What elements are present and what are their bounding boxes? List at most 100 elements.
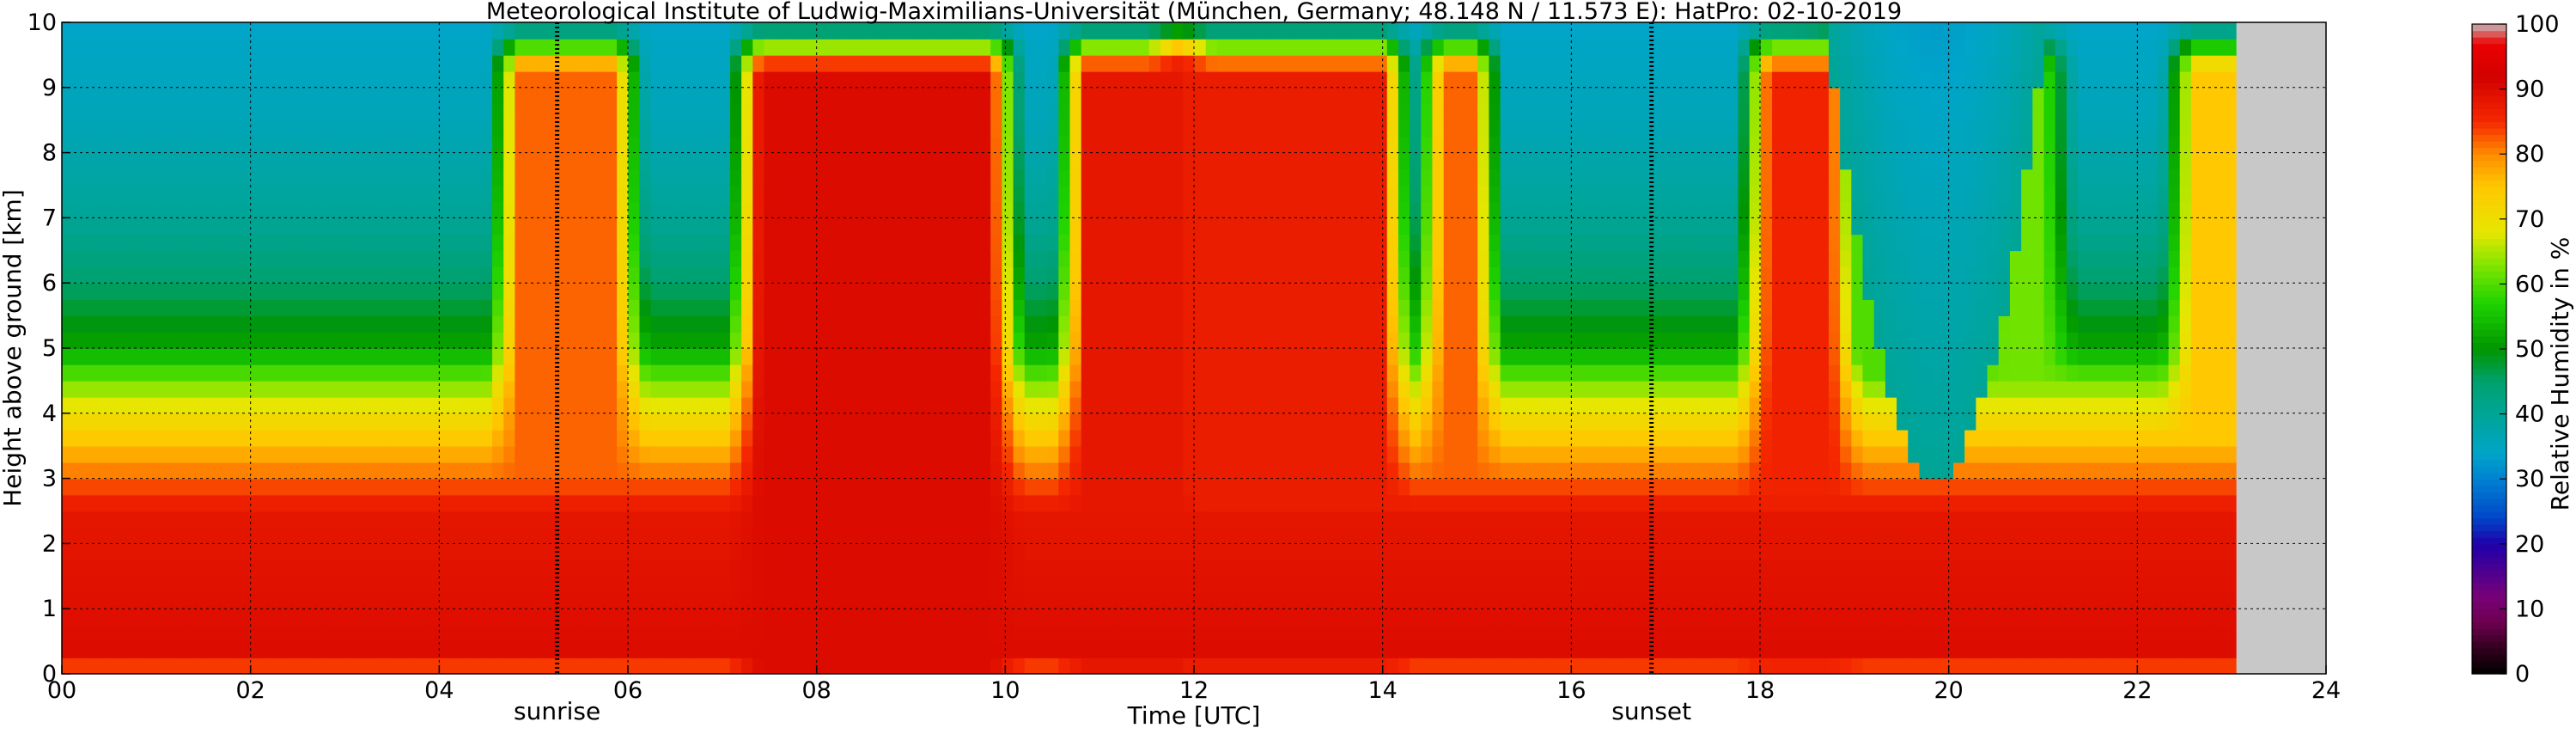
heatmap-cell (1069, 543, 1082, 561)
heatmap-cell (1273, 641, 1286, 658)
heatmap-cell (752, 217, 765, 235)
heatmap-cell (322, 658, 335, 674)
heatmap-cell (198, 152, 210, 170)
heatmap-cell (1172, 527, 1184, 545)
heatmap-cell (277, 103, 289, 121)
heatmap-cell (526, 332, 539, 349)
heatmap-cell (628, 625, 641, 642)
heatmap-cell (877, 168, 890, 187)
heatmap-cell (1285, 396, 1298, 414)
heatmap-cell (1024, 283, 1037, 300)
heatmap-cell (242, 103, 255, 121)
heatmap-cell (843, 70, 856, 89)
heatmap-cell (1058, 283, 1071, 300)
heatmap-cell (718, 201, 731, 219)
heatmap-cell (1126, 119, 1139, 138)
heatmap-cell (84, 332, 97, 349)
heatmap-cell (447, 168, 460, 187)
heatmap-cell (1262, 364, 1275, 382)
heatmap-cell (1160, 119, 1172, 138)
heatmap-cell (866, 592, 879, 609)
heatmap-cell (1002, 494, 1014, 512)
heatmap-cell (877, 592, 890, 609)
heatmap-cell (73, 478, 86, 496)
heatmap-cell (1216, 396, 1229, 414)
heatmap-cell (1205, 283, 1218, 300)
heatmap-cell (1285, 527, 1298, 545)
heatmap-cell (582, 560, 595, 578)
heatmap-cell (1239, 364, 1252, 382)
heatmap-cell (231, 348, 244, 365)
heatmap-cell (718, 250, 731, 268)
heatmap-cell (1160, 380, 1172, 398)
heatmap-cell (1318, 445, 1331, 463)
heatmap-cell (1205, 641, 1218, 658)
heatmap-cell (855, 348, 867, 365)
heatmap-cell (582, 543, 595, 561)
heatmap-cell (73, 54, 86, 72)
heatmap-cell (322, 70, 335, 89)
heatmap-cell (899, 396, 912, 414)
heatmap-cell (526, 185, 539, 203)
heatmap-cell (537, 543, 550, 561)
heatmap-cell (571, 543, 584, 561)
heatmap-cell (661, 609, 674, 626)
heatmap-cell (344, 511, 357, 529)
heatmap-cell (1160, 152, 1172, 170)
heatmap-cell (1364, 364, 1377, 382)
heatmap-cell (412, 609, 425, 626)
heatmap-cell (1285, 234, 1298, 252)
heatmap-cell (1137, 396, 1150, 414)
heatmap-cell (423, 266, 436, 284)
heatmap-cell (333, 641, 346, 658)
heatmap-cell (220, 70, 233, 89)
heatmap-cell (537, 299, 550, 316)
heatmap-cell (1013, 380, 1026, 398)
heatmap-cell (582, 658, 595, 674)
heatmap-cell (447, 234, 460, 252)
heatmap-cell (163, 103, 176, 121)
heatmap-cell (979, 315, 992, 333)
heatmap-cell (163, 283, 176, 300)
heatmap-cell (412, 348, 425, 365)
heatmap-cell (775, 70, 788, 89)
heatmap-cell (62, 396, 74, 414)
heatmap-cell (492, 380, 505, 398)
heatmap-cell (1432, 234, 1445, 252)
heatmap-cell (1262, 54, 1275, 72)
heatmap-cell (95, 266, 108, 284)
heatmap-cell (877, 103, 890, 121)
heatmap-cell (1160, 38, 1172, 56)
heatmap-cell (1307, 201, 1320, 219)
heatmap-cell (661, 136, 674, 154)
heatmap-cell (1432, 380, 1445, 398)
heatmap-cell (503, 429, 516, 447)
heatmap-cell (1375, 560, 1388, 578)
heatmap-cell (412, 152, 425, 170)
heatmap-cell (1172, 609, 1184, 626)
heatmap-cell (1296, 429, 1309, 447)
heatmap-cell (1398, 87, 1410, 105)
heatmap-cell (141, 136, 154, 154)
heatmap-cell (661, 152, 674, 170)
heatmap-cell (1069, 315, 1082, 333)
heatmap-cell (707, 348, 720, 365)
heatmap-cell (322, 543, 335, 561)
heatmap-cell (254, 168, 267, 187)
heatmap-cell (356, 38, 368, 56)
heatmap-cell (1454, 152, 1467, 170)
heatmap-cell (877, 658, 890, 674)
heatmap-cell (423, 119, 436, 138)
heatmap-cell (1466, 70, 1479, 89)
heatmap-cell (786, 136, 799, 154)
heatmap-cell (786, 478, 799, 496)
heatmap-cell (1183, 445, 1196, 463)
heatmap-cell (1137, 315, 1150, 333)
heatmap-cell (877, 364, 890, 382)
heatmap-cell (1024, 511, 1037, 529)
heatmap-cell (855, 38, 867, 56)
heatmap-cell (1035, 299, 1048, 316)
heatmap-cell (242, 625, 255, 642)
heatmap-cell (1172, 266, 1184, 284)
heatmap-cell (435, 250, 448, 268)
